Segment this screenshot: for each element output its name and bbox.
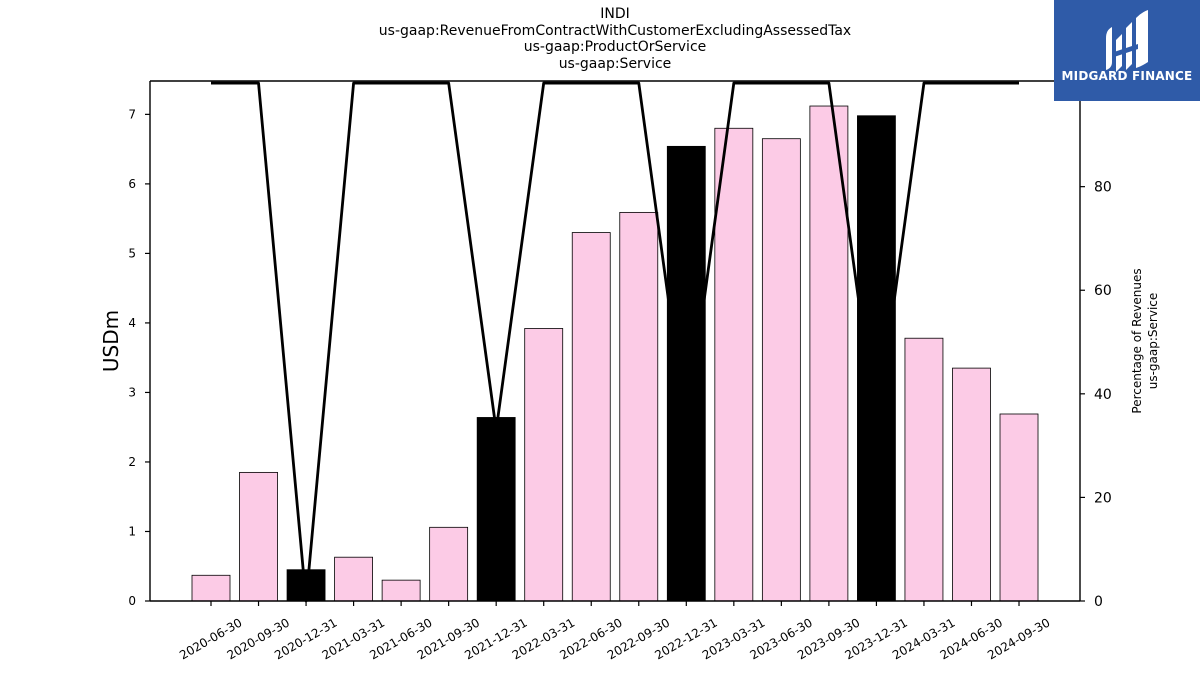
bar — [429, 526, 469, 602]
y2-tick-label: 80 — [1094, 180, 1112, 196]
chart-title-block: INDI us-gaap:RevenueFromContractWithCust… — [0, 6, 1200, 72]
y2-tick-label: 20 — [1094, 490, 1112, 506]
bar — [239, 471, 278, 602]
logo-text: MIDGARD FINANCE — [1061, 69, 1193, 83]
y-tick-label: 3 — [128, 385, 136, 399]
y-axis-label: USDm — [99, 310, 123, 372]
bar — [999, 413, 1039, 602]
y-tick-label: 7 — [128, 107, 136, 121]
y2-tick-label: 60 — [1094, 283, 1112, 299]
bar — [761, 138, 801, 602]
bar — [191, 574, 231, 602]
y2-axis-label-line1: Percentage of Revenues — [1130, 268, 1144, 413]
percentage-line — [211, 81, 1020, 603]
bar — [714, 127, 754, 602]
y2-axis-label-line2: us-gaap:Service — [1146, 293, 1160, 390]
bar — [857, 115, 896, 602]
bar — [571, 232, 611, 602]
y-tick-label: 6 — [128, 177, 136, 191]
bar — [904, 337, 944, 602]
chart-title-concept: us-gaap:RevenueFromContractWithCustomerE… — [378, 22, 852, 39]
y-tick-label: 2 — [128, 455, 136, 469]
bar — [381, 579, 421, 602]
y-tick-label: 4 — [128, 316, 136, 330]
bar — [809, 105, 849, 602]
midgard-finance-logo: MIDGARD FINANCE — [1054, 0, 1200, 101]
y2-tick-label: 0 — [1094, 594, 1103, 610]
chart-axes — [145, 80, 1085, 606]
percentage-line-series — [211, 81, 1020, 603]
bar — [952, 367, 991, 602]
bar-series — [191, 105, 1039, 602]
y-tick-label: 0 — [128, 594, 136, 608]
bar — [334, 556, 373, 602]
chart-title-member: us-gaap:Service — [558, 55, 672, 72]
y2-tick-label: 40 — [1094, 387, 1112, 403]
chart-title-ticker: INDI — [600, 6, 630, 22]
bar — [524, 328, 564, 602]
bar — [619, 211, 659, 602]
y-tick-label: 5 — [128, 246, 136, 260]
bar — [476, 417, 516, 602]
y-tick-label: 1 — [128, 524, 136, 538]
logo-mark-icon — [1106, 10, 1148, 72]
bar — [666, 145, 706, 602]
chart-title-axis: us-gaap:ProductOrService — [523, 39, 707, 55]
